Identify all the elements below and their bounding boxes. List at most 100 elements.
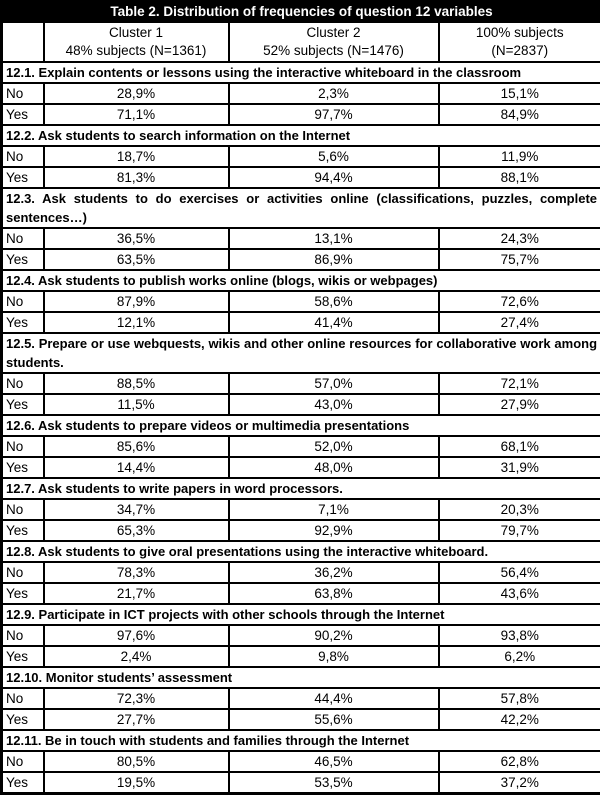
section-12-4-heading-row: 12.4. Ask students to publish works onli…	[2, 270, 600, 291]
row-label-no: No	[2, 373, 44, 394]
section-12-1-yes-row: Yes 71,1% 97,7% 84,9%	[2, 104, 600, 125]
section-12-11-no-row: No 80,5% 46,5% 62,8%	[2, 751, 600, 772]
cell-12-10-yes-cluster1: 27,7%	[44, 709, 229, 730]
row-label-yes: Yes	[2, 104, 44, 125]
cell-12-3-yes-total: 75,7%	[439, 249, 600, 270]
section-12-4-heading: 12.4. Ask students to publish works onli…	[2, 270, 600, 291]
section-12-4-no-row: No 87,9% 58,6% 72,6%	[2, 291, 600, 312]
row-label-no: No	[2, 291, 44, 312]
section-12-2-heading-row: 12.2. Ask students to search information…	[2, 125, 600, 146]
cell-12-2-no-cluster1: 18,7%	[44, 146, 229, 167]
cell-12-4-no-cluster1: 87,9%	[44, 291, 229, 312]
section-12-6-no-row: No 85,6% 52,0% 68,1%	[2, 436, 600, 457]
cell-12-3-no-cluster1: 36,5%	[44, 228, 229, 249]
row-label-no: No	[2, 436, 44, 457]
row-label-yes: Yes	[2, 167, 44, 188]
section-12-2-no-row: No 18,7% 5,6% 11,9%	[2, 146, 600, 167]
section-12-8-heading-row: 12.8. Ask students to give oral presenta…	[2, 541, 600, 562]
section-12-10-heading: 12.10. Monitor students’ assessment	[2, 667, 600, 688]
cell-12-10-yes-total: 42,2%	[439, 709, 600, 730]
column-header-total-subjects: (N=2837)	[442, 42, 599, 60]
row-label-no: No	[2, 751, 44, 772]
section-12-1-heading-row: 12.1. Explain contents or lessons using …	[2, 62, 600, 83]
section-12-5-heading: 12.5. Prepare or use webquests, wikis an…	[2, 333, 600, 373]
section-12-6-heading-row: 12.6. Ask students to prepare videos or …	[2, 415, 600, 436]
cell-12-10-no-total: 57,8%	[439, 688, 600, 709]
cell-12-6-yes-cluster2: 48,0%	[229, 457, 439, 478]
cell-12-4-yes-cluster2: 41,4%	[229, 312, 439, 333]
section-12-3-yes-row: Yes 63,5% 86,9% 75,7%	[2, 249, 600, 270]
section-12-8-heading: 12.8. Ask students to give oral presenta…	[2, 541, 600, 562]
column-header-cluster1-subjects: 48% subjects (N=1361)	[47, 42, 226, 60]
cell-12-10-no-cluster1: 72,3%	[44, 688, 229, 709]
cell-12-9-yes-cluster2: 9,8%	[229, 646, 439, 667]
cell-12-9-no-total: 93,8%	[439, 625, 600, 646]
cell-12-8-yes-cluster1: 21,7%	[44, 583, 229, 604]
cell-12-8-no-cluster1: 78,3%	[44, 562, 229, 583]
cell-12-8-yes-total: 43,6%	[439, 583, 600, 604]
cell-12-9-yes-total: 6,2%	[439, 646, 600, 667]
section-12-3-no-row: No 36,5% 13,1% 24,3%	[2, 228, 600, 249]
row-label-yes: Yes	[2, 394, 44, 415]
cell-12-1-no-cluster1: 28,9%	[44, 83, 229, 104]
cell-12-11-no-cluster2: 46,5%	[229, 751, 439, 772]
cell-12-7-yes-cluster1: 65,3%	[44, 520, 229, 541]
cell-12-5-no-cluster1: 88,5%	[44, 373, 229, 394]
section-12-10-heading-row: 12.10. Monitor students’ assessment	[2, 667, 600, 688]
cell-12-5-yes-cluster2: 43,0%	[229, 394, 439, 415]
row-label-no: No	[2, 499, 44, 520]
cell-12-7-no-total: 20,3%	[439, 499, 600, 520]
cell-12-4-no-total: 72,6%	[439, 291, 600, 312]
section-12-10-no-row: No 72,3% 44,4% 57,8%	[2, 688, 600, 709]
cell-12-2-yes-cluster2: 94,4%	[229, 167, 439, 188]
cell-12-6-no-cluster1: 85,6%	[44, 436, 229, 457]
cell-12-1-yes-cluster2: 97,7%	[229, 104, 439, 125]
row-label-yes: Yes	[2, 646, 44, 667]
section-12-11-yes-row: Yes 19,5% 53,5% 37,2%	[2, 772, 600, 794]
cell-12-4-yes-cluster1: 12,1%	[44, 312, 229, 333]
section-12-3-heading-row: 12.3. Ask students to do exercises or ac…	[2, 188, 600, 228]
section-12-11-heading-row: 12.11. Be in touch with students and fam…	[2, 730, 600, 751]
cell-12-3-no-total: 24,3%	[439, 228, 600, 249]
section-12-9-heading: 12.9. Participate in ICT projects with o…	[2, 604, 600, 625]
column-header-total-name: 100% subjects	[442, 24, 599, 42]
cell-12-7-no-cluster1: 34,7%	[44, 499, 229, 520]
section-12-9-heading-row: 12.9. Participate in ICT projects with o…	[2, 604, 600, 625]
table-title-row: Table 2. Distribution of frequencies of …	[2, 2, 600, 23]
section-12-2-heading: 12.2. Ask students to search information…	[2, 125, 600, 146]
cell-12-11-yes-total: 37,2%	[439, 772, 600, 794]
cell-12-7-no-cluster2: 7,1%	[229, 499, 439, 520]
cell-12-1-no-cluster2: 2,3%	[229, 83, 439, 104]
cell-12-6-yes-cluster1: 14,4%	[44, 457, 229, 478]
cell-12-5-yes-cluster1: 11,5%	[44, 394, 229, 415]
section-12-10-yes-row: Yes 27,7% 55,6% 42,2%	[2, 709, 600, 730]
section-12-5-no-row: No 88,5% 57,0% 72,1%	[2, 373, 600, 394]
section-12-3-heading: 12.3. Ask students to do exercises or ac…	[2, 188, 600, 228]
section-12-7-yes-row: Yes 65,3% 92,9% 79,7%	[2, 520, 600, 541]
cell-12-10-yes-cluster2: 55,6%	[229, 709, 439, 730]
cell-12-9-no-cluster2: 90,2%	[229, 625, 439, 646]
cell-12-3-yes-cluster1: 63,5%	[44, 249, 229, 270]
section-12-1-heading: 12.1. Explain contents or lessons using …	[2, 62, 600, 83]
row-label-no: No	[2, 562, 44, 583]
row-label-yes: Yes	[2, 772, 44, 794]
cell-12-5-yes-total: 27,9%	[439, 394, 600, 415]
section-12-11-heading: 12.11. Be in touch with students and fam…	[2, 730, 600, 751]
cell-12-3-no-cluster2: 13,1%	[229, 228, 439, 249]
column-header-total: 100% subjects (N=2837)	[439, 22, 600, 62]
cell-12-5-no-cluster2: 57,0%	[229, 373, 439, 394]
row-label-yes: Yes	[2, 249, 44, 270]
section-12-8-yes-row: Yes 21,7% 63,8% 43,6%	[2, 583, 600, 604]
cell-12-3-yes-cluster2: 86,9%	[229, 249, 439, 270]
cell-12-7-yes-total: 79,7%	[439, 520, 600, 541]
row-label-yes: Yes	[2, 457, 44, 478]
section-12-6-yes-row: Yes 14,4% 48,0% 31,9%	[2, 457, 600, 478]
row-label-no: No	[2, 625, 44, 646]
section-12-7-heading-row: 12.7. Ask students to write papers in wo…	[2, 478, 600, 499]
cell-12-6-no-total: 68,1%	[439, 436, 600, 457]
table-title: Table 2. Distribution of frequencies of …	[2, 2, 600, 23]
cell-12-2-yes-cluster1: 81,3%	[44, 167, 229, 188]
cell-12-5-no-total: 72,1%	[439, 373, 600, 394]
cell-12-9-yes-cluster1: 2,4%	[44, 646, 229, 667]
column-header-cluster1-name: Cluster 1	[47, 24, 226, 42]
